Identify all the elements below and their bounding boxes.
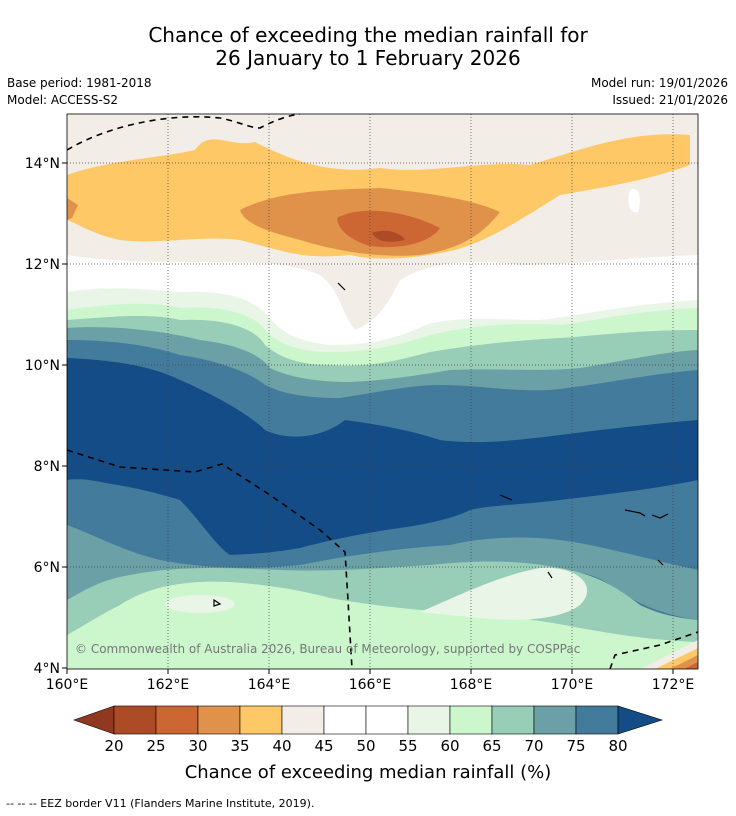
band-lower-50-55 (420, 567, 588, 620)
colorbar-under-arrow (73, 705, 115, 735)
title-line-1: Chance of exceeding the median rainfall … (148, 23, 588, 47)
lon-label: 170°E (551, 677, 594, 693)
colorbar-segment (365, 705, 409, 735)
islands (213, 282, 669, 607)
copyright-text: © Commonwealth of Australia 2026, Bureau… (75, 642, 580, 656)
colorbar-segment (113, 705, 157, 735)
colorbar-title: Chance of exceeding median rainfall (%) (184, 762, 552, 783)
lon-label: 166°E (349, 677, 392, 693)
lon-label: 172°E (652, 677, 695, 693)
axis-ticks (62, 162, 674, 674)
colorbar-tick-label: 60 (440, 737, 459, 755)
lon-labels: 160°E 162°E 164°E 166°E 168°E 170°E 172°… (46, 677, 695, 693)
colorbar-tick-label: 75 (566, 737, 585, 755)
colorbar-segment (575, 705, 619, 735)
colorbar-tick-label: 20 (104, 737, 123, 755)
lon-label: 164°E (248, 677, 291, 693)
colorbar-segment (533, 705, 577, 735)
colorbar-segment (449, 705, 493, 735)
colorbar-over-arrow (617, 705, 663, 735)
colorbar-tick-label: 50 (356, 737, 375, 755)
lat-label: 8°N (34, 459, 60, 475)
lon-label: 162°E (147, 677, 190, 693)
colorbar-tick-label: 65 (482, 737, 501, 755)
band-25-30 (337, 210, 440, 248)
eez-border-se (609, 631, 698, 669)
lon-label: 160°E (46, 677, 89, 693)
model-name: Model: ACCESS-S2 (7, 93, 119, 107)
colorbar-segment (491, 705, 535, 735)
graticule (67, 114, 698, 669)
band-80-plus (67, 358, 698, 555)
lat-label: 14°N (25, 156, 60, 172)
colorbar-segment (407, 705, 451, 735)
colorbar-segment (323, 705, 367, 735)
base-period: Base period: 1981-2018 (7, 76, 152, 90)
band-20-25 (372, 230, 405, 242)
white-patch (628, 189, 640, 213)
colorbar-segment (239, 705, 283, 735)
band-lower-70-80 (67, 480, 698, 568)
lat-label: 6°N (34, 560, 60, 576)
band-se-corner-25 (684, 662, 698, 669)
map-plot-area (67, 114, 698, 669)
plot-frame (66, 113, 699, 670)
colorbar-segment (281, 705, 325, 735)
eez-footnote: -- -- -- EEZ border V11 (Flanders Marine… (6, 797, 315, 810)
colorbar-tick-label: 80 (608, 737, 627, 755)
light-patch (165, 595, 235, 613)
colorbar-tick-label: 45 (314, 737, 333, 755)
colorbar-tick-label: 25 (146, 737, 165, 755)
lat-label: 10°N (25, 358, 60, 374)
colorbar: 20 25 30 35 40 45 50 55 60 65 70 75 80 (73, 705, 663, 755)
lat-labels: 14°N 12°N 10°N 8°N 6°N 4°N (25, 156, 60, 677)
issued-date: Issued: 21/01/2026 (612, 93, 728, 107)
lat-label: 12°N (25, 257, 60, 273)
lat-label: 4°N (34, 661, 60, 677)
title-line-2: 26 January to 1 February 2026 (215, 46, 521, 70)
eez-border-north (67, 114, 301, 151)
colorbar-tick-label: 35 (230, 737, 249, 755)
colorbar-tick-label: 30 (188, 737, 207, 755)
colorbar-segment (197, 705, 241, 735)
eez-border-central (67, 449, 353, 669)
colorbar-tick-label: 40 (272, 737, 291, 755)
colorbar-tick-label: 55 (398, 737, 417, 755)
model-run: Model run: 19/01/2026 (590, 76, 728, 90)
colorbar-segment (155, 705, 199, 735)
lon-label: 168°E (450, 677, 493, 693)
colorbar-tick-label: 70 (524, 737, 543, 755)
